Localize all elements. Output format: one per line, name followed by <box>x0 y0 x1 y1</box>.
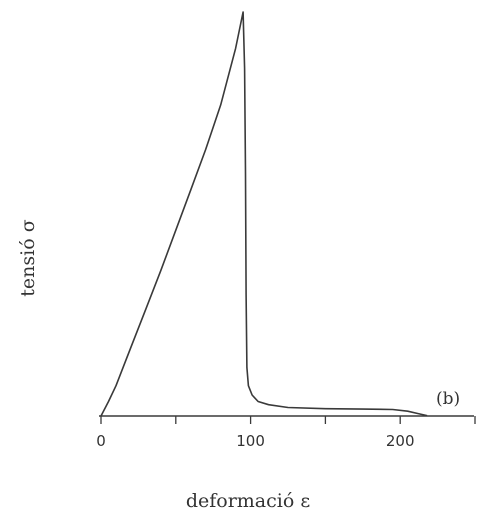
data-point <box>246 367 248 369</box>
data-point <box>175 229 177 231</box>
data-point <box>268 404 270 406</box>
x-tick-label: 100 <box>236 432 265 450</box>
data-point <box>407 410 409 412</box>
data-point <box>160 270 162 272</box>
data-point <box>245 173 247 175</box>
x-tick-label: 200 <box>386 432 415 450</box>
data-point <box>190 189 192 191</box>
data-point <box>251 394 253 396</box>
y-axis-label: tensió σ <box>17 219 39 296</box>
data-point <box>235 48 237 50</box>
data-point <box>325 408 327 410</box>
x-tick-label: 0 <box>96 432 106 450</box>
x-ticks <box>100 416 476 424</box>
data-point <box>248 385 250 387</box>
data-point <box>245 294 247 296</box>
data-point <box>287 407 289 409</box>
data-point <box>362 408 364 410</box>
data-point <box>115 385 117 387</box>
panel-annotation: (b) <box>436 389 460 409</box>
data-point <box>130 347 132 349</box>
data-point <box>257 401 259 403</box>
data-point <box>417 413 419 415</box>
data-point <box>426 415 428 417</box>
x-tick-labels: 0 100 200 <box>96 432 414 450</box>
data-point <box>205 149 207 151</box>
data-point <box>100 415 102 417</box>
data-points <box>100 11 428 417</box>
data-point <box>242 11 244 13</box>
data-point <box>145 308 147 310</box>
data-point <box>220 104 222 106</box>
data-point <box>392 409 394 411</box>
data-point <box>244 68 246 70</box>
x-axis-label: deformació ε <box>186 490 310 512</box>
stress-strain-curve <box>100 11 428 417</box>
data-point <box>108 401 110 403</box>
